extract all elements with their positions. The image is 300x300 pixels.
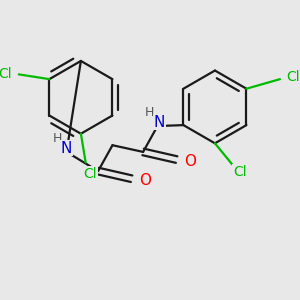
Text: O: O bbox=[184, 154, 196, 169]
Text: H: H bbox=[52, 132, 62, 145]
Text: N: N bbox=[61, 141, 72, 156]
Text: Cl: Cl bbox=[233, 165, 247, 179]
Text: O: O bbox=[139, 173, 151, 188]
Text: Cl: Cl bbox=[84, 167, 97, 181]
Text: H: H bbox=[145, 106, 154, 119]
Text: N: N bbox=[154, 115, 165, 130]
Text: Cl: Cl bbox=[0, 68, 12, 81]
Text: Cl: Cl bbox=[286, 70, 300, 84]
